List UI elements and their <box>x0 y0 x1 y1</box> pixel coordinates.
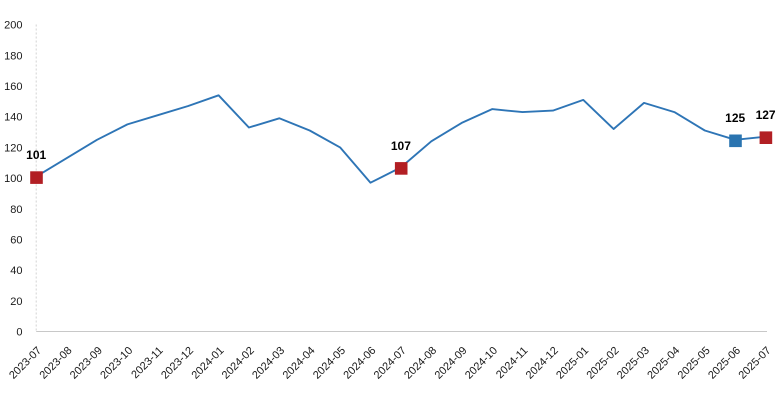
svg-text:40: 40 <box>10 265 22 277</box>
svg-text:20: 20 <box>10 296 22 308</box>
svg-text:160: 160 <box>4 81 22 93</box>
svg-text:80: 80 <box>10 204 22 216</box>
svg-text:120: 120 <box>4 142 22 154</box>
svg-text:125: 125 <box>725 111 745 125</box>
svg-text:127: 127 <box>756 108 776 122</box>
svg-text:100: 100 <box>4 173 22 185</box>
svg-text:200: 200 <box>4 20 22 32</box>
svg-text:101: 101 <box>26 148 46 162</box>
svg-text:140: 140 <box>4 112 22 124</box>
svg-text:0: 0 <box>16 327 22 339</box>
svg-text:180: 180 <box>4 50 22 62</box>
svg-text:107: 107 <box>391 139 411 153</box>
svg-text:60: 60 <box>10 235 22 247</box>
